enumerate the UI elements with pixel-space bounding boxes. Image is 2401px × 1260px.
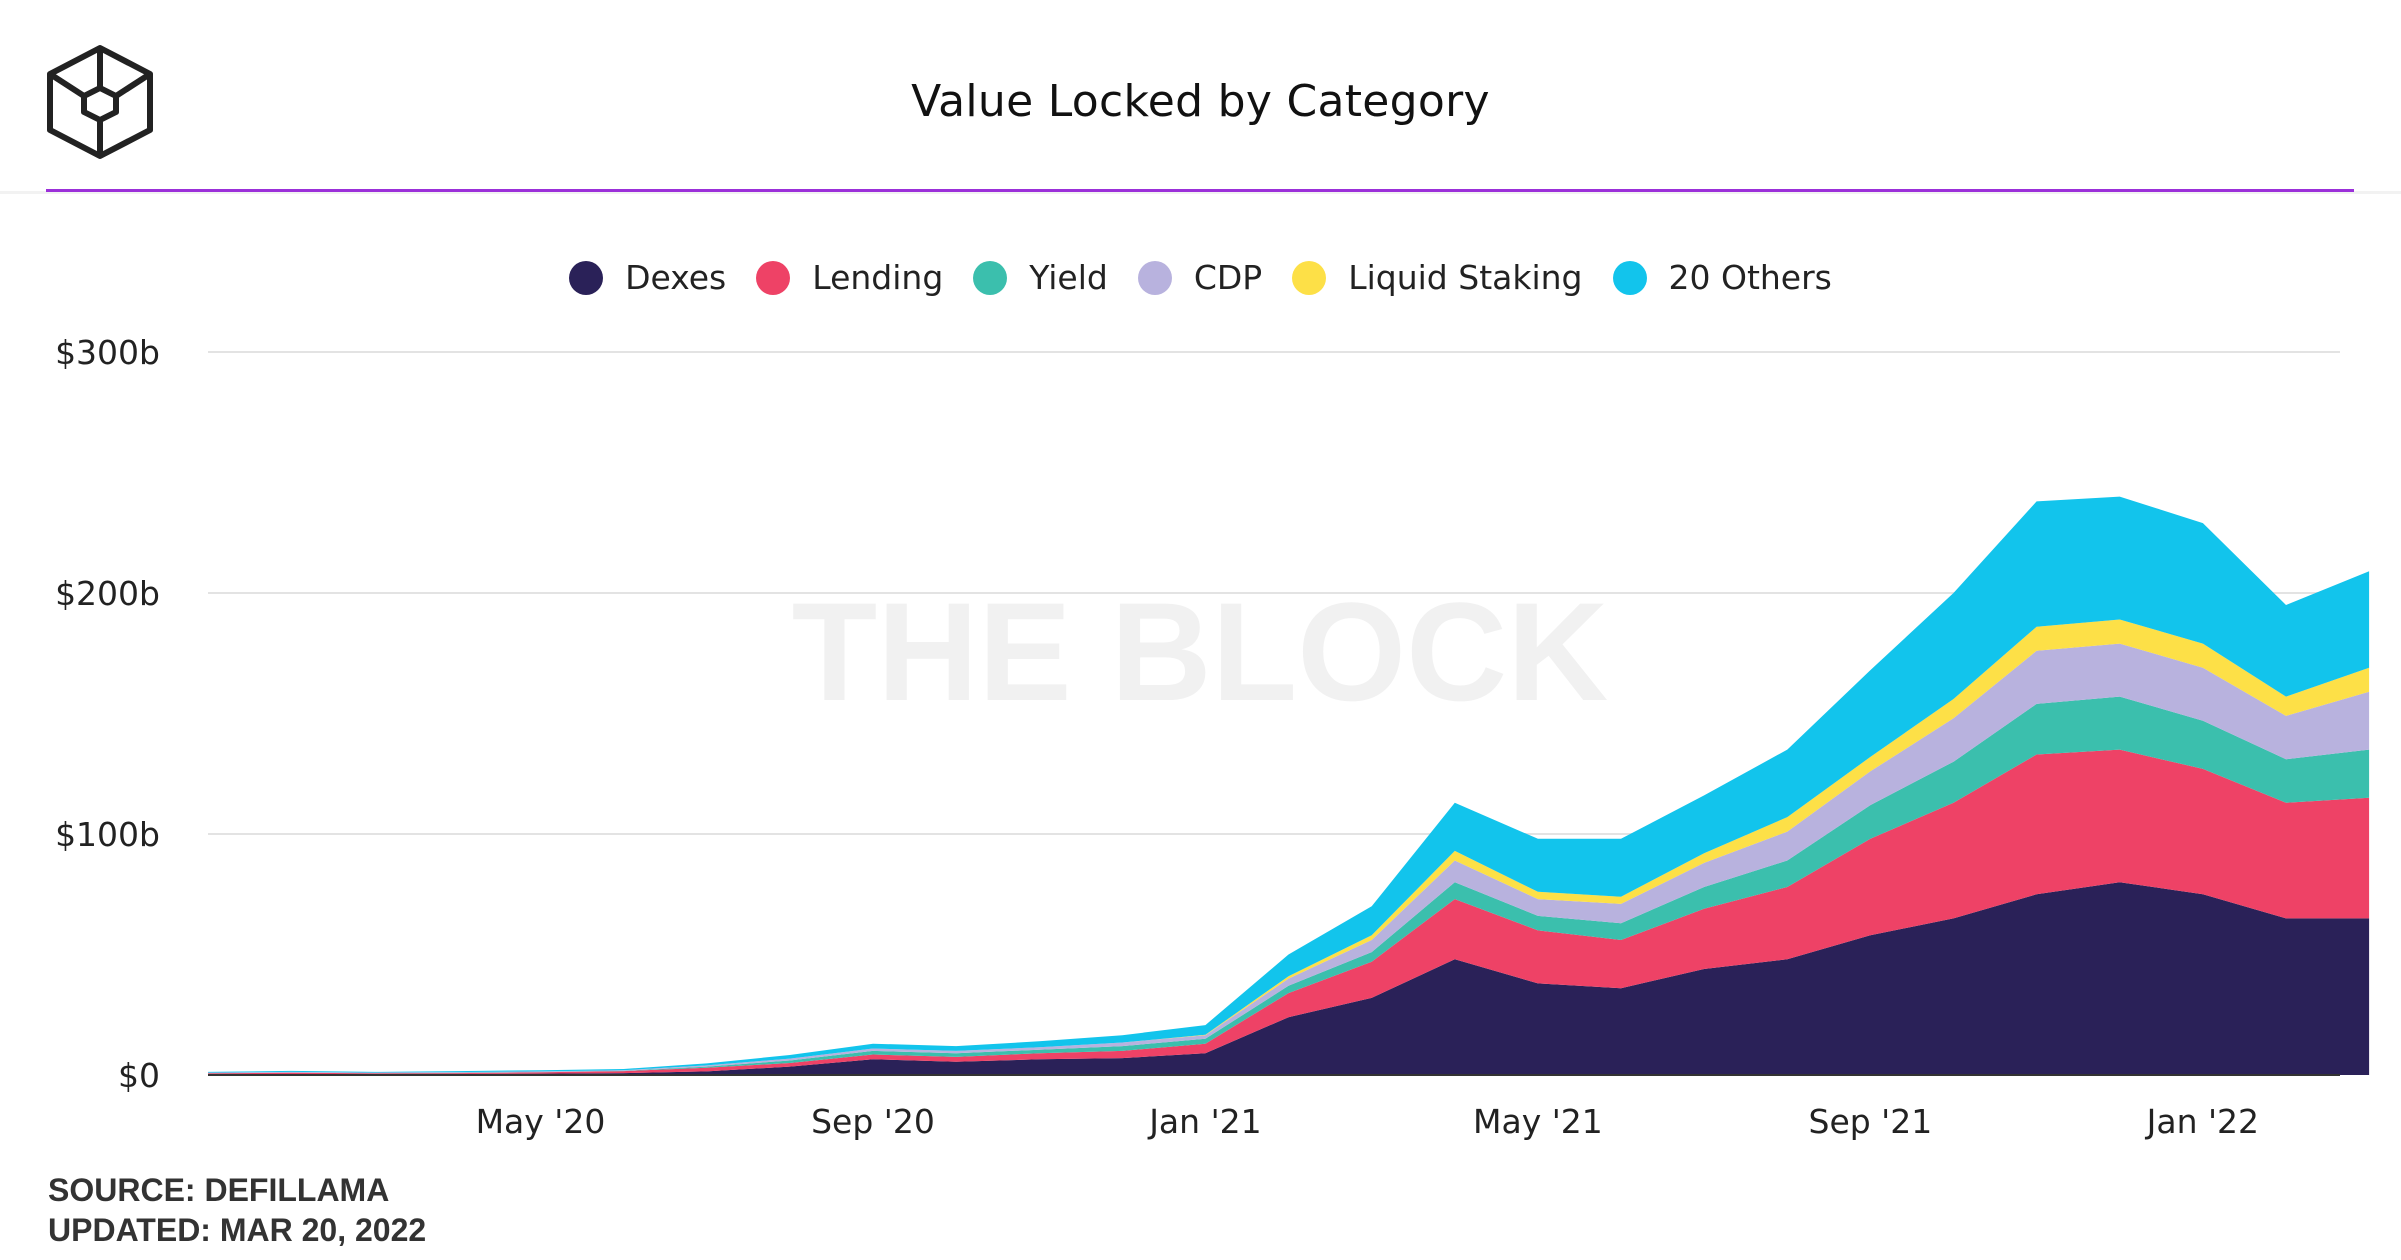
- legend-swatch: [569, 260, 604, 295]
- area-series-dexes[interactable]: [208, 882, 2370, 1075]
- y-tick-label: $200b: [55, 574, 160, 613]
- chart-footer: SOURCE: DEFILLAMA UPDATED: MAR 20, 2022: [48, 1170, 426, 1250]
- y-tick-label: $300b: [55, 333, 160, 372]
- legend-item-20-others[interactable]: 20 Others: [1612, 258, 1832, 297]
- legend-swatch: [973, 260, 1008, 295]
- source-note: SOURCE: DEFILLAMA: [48, 1172, 390, 1208]
- x-tick-label: May '21: [1473, 1102, 1603, 1140]
- legend-swatch: [1292, 260, 1327, 295]
- area-series-20-others[interactable]: [208, 496, 2370, 1073]
- area-series-yield[interactable]: [208, 696, 2370, 1074]
- legend-swatch: [1137, 260, 1172, 295]
- legend-label: Yield: [1029, 258, 1108, 297]
- header-divider: [46, 189, 2354, 192]
- watermark-text: THE BLOCK: [792, 573, 1609, 730]
- legend-label: Dexes: [625, 258, 727, 297]
- legend-label: CDP: [1193, 258, 1263, 297]
- x-tick-label: Sep '21: [1809, 1102, 1933, 1140]
- legend-swatch: [1612, 260, 1647, 295]
- area-series-lending[interactable]: [208, 749, 2370, 1075]
- legend-item-yield[interactable]: Yield: [973, 258, 1108, 297]
- legend-label: Lending: [812, 258, 944, 297]
- header-shadow: [0, 191, 2401, 194]
- area-series-cdp[interactable]: [208, 643, 2370, 1074]
- legend-label: Liquid Staking: [1348, 258, 1583, 297]
- legend-item-dexes[interactable]: Dexes: [569, 258, 726, 297]
- x-tick-label: Sep '20: [811, 1102, 935, 1140]
- x-tick-label: Jan '22: [2145, 1102, 2259, 1140]
- legend-item-cdp[interactable]: CDP: [1137, 258, 1263, 297]
- x-tick-label: Jan '21: [1147, 1102, 1261, 1140]
- legend-swatch: [756, 260, 791, 295]
- stacked-area-chart: $0 $100b $200b $300b THE BLOCK May '20 Sep '20…: [55, 333, 2370, 1140]
- x-tick-label: May '20: [476, 1102, 606, 1140]
- chart-title: Value Locked by Category: [911, 76, 1490, 127]
- the-block-logo-icon: [47, 45, 153, 159]
- legend-item-liquid-staking[interactable]: Liquid Staking: [1292, 258, 1583, 297]
- y-tick-label: $100b: [55, 815, 160, 854]
- legend-item-lending[interactable]: Lending: [756, 258, 943, 297]
- chart-legend: Dexes Lending Yield CDP Liquid Staking 20 Oth…: [0, 258, 2401, 297]
- legend-label: 20 Others: [1668, 258, 1832, 297]
- y-tick-label: $0: [118, 1056, 160, 1095]
- updated-note: UPDATED: MAR 20, 2022: [48, 1212, 427, 1248]
